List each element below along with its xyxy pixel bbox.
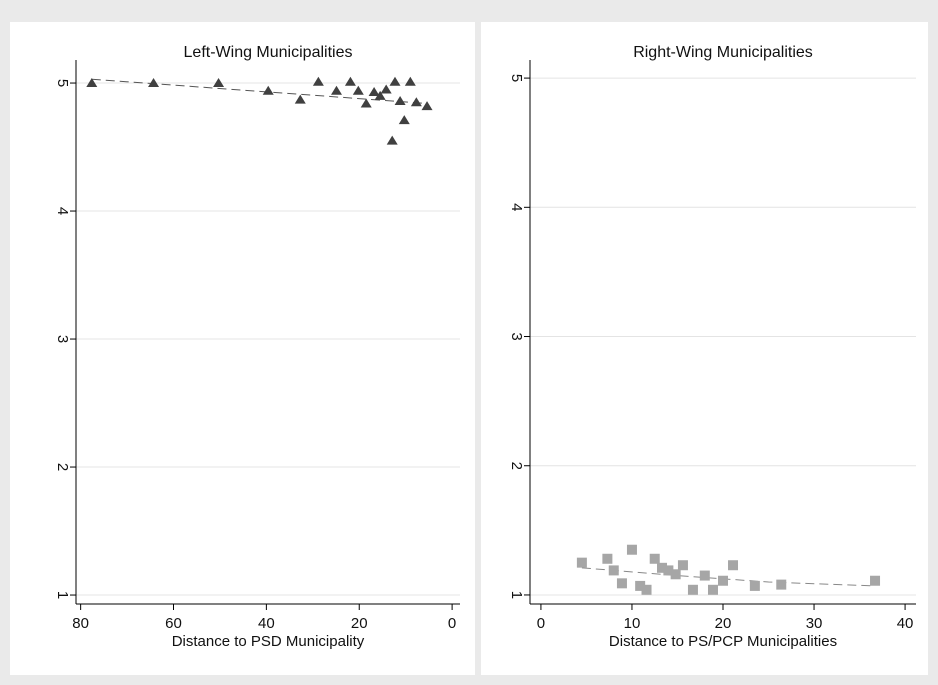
y-tick-label: 5 bbox=[54, 79, 71, 87]
point bbox=[707, 584, 718, 595]
point bbox=[687, 584, 698, 595]
point bbox=[641, 584, 652, 595]
point bbox=[602, 553, 613, 564]
point bbox=[368, 87, 380, 96]
point bbox=[148, 78, 160, 88]
point bbox=[870, 575, 881, 586]
point bbox=[374, 90, 386, 100]
y-tick-label: 1 bbox=[54, 591, 71, 599]
panel bbox=[10, 22, 475, 675]
x-tick-label: 0 bbox=[448, 615, 456, 632]
x-axis-label: Distance to PSD Municipality bbox=[172, 633, 365, 650]
x-tick-label: 40 bbox=[258, 615, 275, 632]
point bbox=[776, 579, 787, 590]
point bbox=[649, 553, 660, 564]
x-tick-label: 40 bbox=[897, 615, 914, 632]
y-tick-label: 3 bbox=[508, 332, 525, 340]
point bbox=[398, 115, 410, 125]
y-tick-label: 2 bbox=[508, 462, 525, 470]
point bbox=[728, 560, 739, 571]
point bbox=[213, 78, 225, 88]
point bbox=[635, 580, 646, 591]
x-axis-label: Distance to PS/PCP Municipalities bbox=[609, 633, 837, 650]
point bbox=[608, 565, 619, 576]
point bbox=[626, 544, 637, 555]
point bbox=[294, 94, 306, 104]
point bbox=[404, 76, 416, 86]
point bbox=[670, 569, 681, 580]
point bbox=[330, 85, 342, 95]
y-tick-label: 1 bbox=[508, 591, 525, 599]
fit-line bbox=[91, 78, 428, 105]
x-tick-label: 60 bbox=[165, 615, 182, 632]
point bbox=[657, 562, 668, 573]
point bbox=[410, 97, 422, 107]
point bbox=[262, 85, 274, 95]
x-tick-label: 20 bbox=[351, 615, 368, 632]
x-tick-label: 10 bbox=[624, 615, 641, 632]
y-tick-label: 2 bbox=[54, 463, 71, 471]
point bbox=[389, 76, 401, 86]
point bbox=[421, 101, 433, 111]
point bbox=[663, 565, 674, 576]
point bbox=[86, 78, 98, 88]
y-tick-label: 3 bbox=[54, 335, 71, 343]
point bbox=[699, 570, 710, 581]
point bbox=[360, 98, 372, 108]
point bbox=[616, 578, 627, 589]
point bbox=[352, 85, 364, 95]
point bbox=[312, 76, 324, 86]
y-tick-label: 4 bbox=[508, 203, 525, 211]
x-tick-label: 80 bbox=[72, 615, 89, 632]
y-tick-label: 4 bbox=[54, 207, 71, 215]
point bbox=[344, 76, 356, 86]
point bbox=[380, 84, 392, 94]
point bbox=[394, 95, 406, 105]
point bbox=[677, 560, 688, 571]
point bbox=[386, 135, 398, 145]
point bbox=[718, 575, 728, 586]
point bbox=[576, 557, 587, 568]
x-tick-label: 0 bbox=[537, 615, 545, 632]
panel bbox=[481, 22, 928, 675]
x-tick-label: 30 bbox=[806, 615, 823, 632]
chart-title: Left-Wing Municipalities bbox=[184, 44, 353, 61]
y-tick-label: 5 bbox=[508, 74, 525, 82]
chart-title: Right-Wing Municipalities bbox=[633, 44, 813, 61]
x-tick-label: 20 bbox=[715, 615, 732, 632]
point bbox=[749, 580, 760, 591]
